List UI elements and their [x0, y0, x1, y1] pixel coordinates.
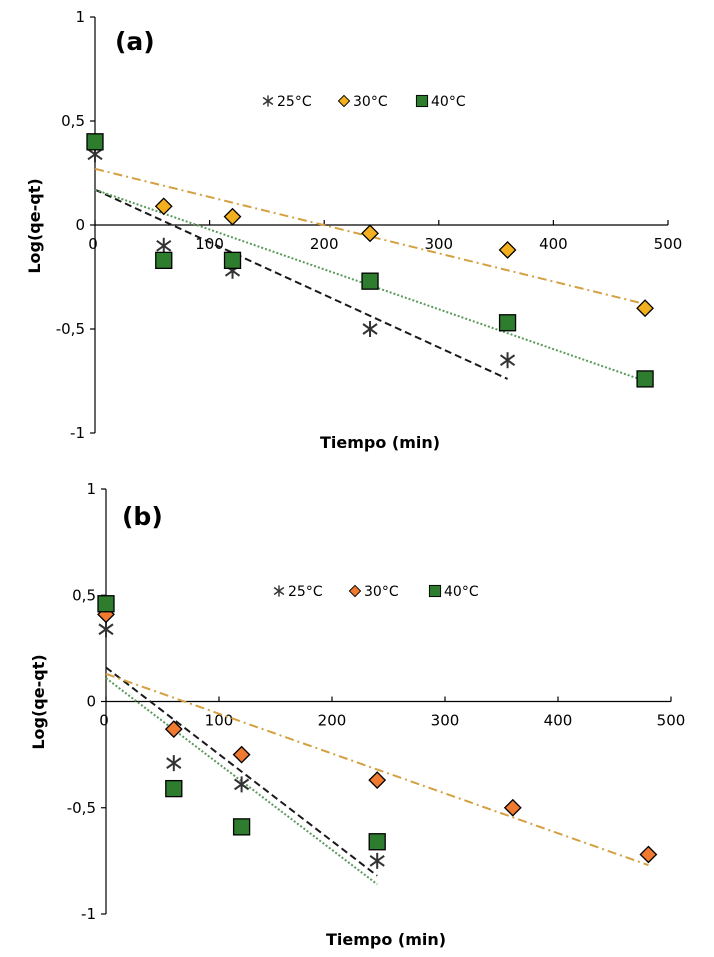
y-tick-label: 0,5 [61, 112, 85, 130]
legend-marker-asterisk [273, 585, 285, 597]
legend-marker-diamond [348, 584, 362, 598]
legend-entry: 25°C [288, 584, 323, 600]
x-tick-label: 0 [99, 712, 109, 730]
y-tick-label: -0,5 [67, 799, 96, 817]
y-tick-label: -1 [81, 905, 96, 923]
data-point-diamond [164, 720, 183, 739]
y-tick-label: 1 [75, 8, 85, 26]
y-axis-title: Log(qe-qt) [25, 178, 44, 273]
data-point-square [223, 251, 242, 270]
y-tick-label: 0,5 [72, 586, 96, 604]
x-tick-label: 300 [424, 235, 453, 253]
y-tick-label: 1 [86, 480, 96, 498]
data-point-asterisk [234, 776, 250, 793]
x-tick-label: 0 [88, 235, 98, 253]
data-point-diamond [498, 241, 517, 259]
data-point-asterisk [156, 237, 172, 254]
x-tick-label: 200 [310, 235, 339, 253]
data-point-asterisk [362, 321, 378, 337]
x-tick-label: 400 [539, 235, 568, 253]
data-point-diamond [636, 299, 654, 318]
y-axis-title: Log(qe-qt) [29, 654, 48, 749]
fit-line-25°C [94, 188, 508, 380]
data-point-diamond [503, 798, 522, 817]
data-point-diamond [232, 745, 251, 764]
fit-line-25°C [105, 666, 378, 877]
data-point-diamond [639, 845, 658, 864]
data-point-asterisk [98, 621, 114, 638]
fit-line-40°C [105, 677, 378, 886]
panel-label: (a) [115, 27, 155, 56]
data-point-square [368, 833, 386, 851]
legend-entry: 40°C [431, 94, 466, 110]
fit-line-30°C [105, 672, 649, 867]
legend-marker-square [415, 94, 429, 108]
legend-entry: 40°C [444, 584, 479, 600]
data-point-square [97, 595, 115, 613]
x-axis-title: Tiempo (min) [326, 930, 446, 949]
data-point-square [155, 251, 173, 270]
data-point-square [361, 272, 379, 290]
y-tick-label: 0 [86, 693, 96, 711]
y-tick-label: -0,5 [56, 320, 85, 338]
data-point-asterisk [166, 755, 182, 772]
x-tick-label: 400 [544, 712, 573, 730]
chart-panel-a: 1 0,5 0 -0,5 -1 0 100 200 300 400 500 Tiempo (min) L… [25, 8, 682, 452]
data-point-asterisk [499, 352, 516, 369]
x-tick-label: 300 [431, 712, 460, 730]
data-point-square [232, 818, 251, 836]
y-tick-label: -1 [70, 424, 85, 442]
legend-entry: 30°C [364, 584, 399, 600]
data-point-diamond [361, 224, 379, 243]
data-point-diamond [368, 771, 387, 790]
data-point-diamond [223, 207, 242, 226]
legend-marker-square [428, 584, 442, 598]
x-tick-label: 500 [657, 712, 686, 730]
data-point-square [86, 133, 104, 151]
x-tick-label: 100 [195, 235, 224, 253]
y-tick-label: 0 [75, 216, 85, 234]
x-tick-label: 200 [318, 712, 347, 730]
x-axis-title: Tiempo (min) [320, 433, 440, 452]
data-point-square [636, 370, 654, 388]
panel-label: (b) [122, 502, 163, 531]
data-point-diamond [154, 197, 173, 216]
legend-marker-asterisk [262, 95, 274, 107]
legend-marker-diamond [337, 94, 351, 108]
legend-entry: 30°C [353, 94, 388, 110]
data-point-asterisk [369, 852, 385, 869]
fit-line-40°C [94, 188, 646, 382]
data-point-square [165, 779, 183, 798]
data-point-square [498, 314, 517, 332]
legend-entry: 25°C [277, 94, 312, 110]
x-tick-label: 500 [654, 235, 683, 253]
